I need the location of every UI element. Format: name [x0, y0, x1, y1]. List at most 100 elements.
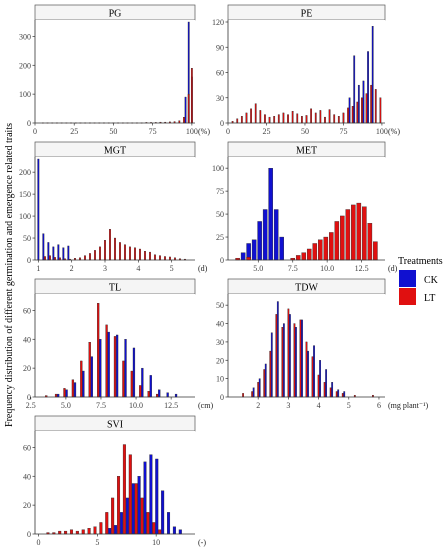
bar-lt — [140, 497, 144, 535]
bar-lt — [75, 530, 79, 535]
bar-ck — [108, 528, 112, 535]
bar-lt — [146, 512, 150, 535]
bar-lt — [149, 251, 151, 261]
x-tick-label: 0 — [37, 538, 41, 547]
bar-ck — [184, 96, 187, 124]
bar-lt — [293, 323, 296, 398]
bar-lt — [152, 522, 156, 535]
legend-swatch-ck — [399, 270, 416, 287]
y-tick-label: 20 — [216, 356, 224, 365]
x-unit-label: (-) — [198, 538, 206, 547]
legend-swatch-lt — [399, 288, 416, 305]
x-unit-label: (d) — [198, 264, 208, 273]
bar-ck — [124, 339, 127, 398]
bar-lt — [317, 239, 323, 261]
bar-lt — [259, 110, 262, 124]
bar-ck — [371, 26, 374, 124]
bar-ck — [178, 529, 182, 535]
bar-lt — [305, 341, 308, 398]
bar-lt — [134, 247, 136, 261]
bar-ck — [37, 158, 40, 261]
bar-lt — [245, 112, 248, 124]
bar-lt — [251, 391, 254, 398]
bar-lt — [84, 255, 86, 261]
x-tick-label: 4 — [136, 264, 140, 273]
bar-ck — [67, 245, 70, 261]
y-tick-label: 60 — [23, 443, 31, 452]
bar-ck — [57, 393, 60, 398]
bar-lt — [250, 108, 252, 124]
bar-ck — [52, 246, 55, 261]
bar-ck — [65, 389, 68, 398]
bar-lt — [282, 112, 285, 124]
y-tick-label: 100 — [212, 164, 224, 173]
bar-lt — [273, 116, 276, 124]
plot-area — [35, 20, 195, 123]
panel-svi: SVI 0 20 40 60 0 5 10 (-) — [23, 415, 206, 547]
bar-ck — [62, 247, 65, 261]
bar-lt — [187, 93, 190, 124]
y-tick-label: 150 — [19, 190, 31, 199]
x-tick-label: 50 — [109, 127, 117, 136]
bar-ck — [107, 331, 110, 398]
x-tick-label: 50 — [301, 127, 309, 136]
bar-ck — [357, 84, 360, 124]
legend: Treatments CK LT — [398, 256, 443, 305]
x-tick-label: 4 — [317, 401, 321, 410]
y-tick-label: 40 — [216, 320, 224, 329]
panel-title: TL — [109, 283, 121, 294]
x-tick-label: 5.0 — [61, 401, 71, 410]
bar-lt — [356, 202, 362, 261]
bar-lt — [333, 114, 336, 124]
panel-title: TDW — [295, 283, 318, 294]
bar-lt — [305, 115, 308, 124]
y-tick-label: 120 — [212, 18, 224, 27]
bar-lt — [134, 483, 138, 535]
bar-lt — [104, 240, 106, 261]
bar-lt — [299, 319, 302, 398]
panel-title: SVI — [107, 420, 123, 431]
bar-lt — [263, 369, 266, 398]
x-tick-label: 75 — [149, 127, 157, 136]
bar-ck — [57, 244, 60, 261]
x-tick-label: 100 — [186, 127, 198, 136]
x-tick-label: 5 — [95, 538, 99, 547]
x-tick-label: 0 — [33, 127, 37, 136]
bar-ck — [276, 301, 279, 398]
bar-lt — [155, 393, 159, 398]
bar-lt — [319, 110, 322, 124]
y-tick-label: 20 — [23, 501, 31, 510]
bar-ck — [155, 458, 159, 535]
bar-ck — [158, 389, 161, 398]
x-tick-label: 5 — [170, 264, 174, 273]
bar-lt — [130, 370, 133, 398]
y-tick-label: 50 — [216, 210, 224, 219]
bar-lt — [306, 248, 312, 261]
bar-ck — [161, 490, 165, 535]
bar-ck — [257, 221, 262, 261]
bar-lt — [347, 107, 349, 124]
x-unit-label: (cm) — [198, 401, 213, 410]
bar-lt — [139, 248, 141, 261]
x-tick-label: 1 — [36, 264, 40, 273]
y-tick-label: 0 — [220, 393, 224, 402]
bar-lt — [93, 526, 97, 535]
bar-ck — [119, 512, 123, 535]
y-tick-label: 10 — [216, 375, 224, 384]
bar-lt — [264, 114, 266, 124]
x-tick-label: 0 — [226, 127, 230, 136]
x-tick-label: 5 — [347, 401, 351, 410]
y-tick-label: 200 — [19, 61, 31, 70]
bar-ck — [319, 360, 321, 398]
x-tick-label: 2 — [70, 264, 74, 273]
panel-title: PE — [301, 9, 313, 20]
y-tick-label: 0 — [220, 119, 224, 128]
bar-lt — [99, 246, 101, 261]
bar-lt — [287, 308, 290, 398]
bar-lt — [159, 255, 161, 261]
bar-lt — [287, 114, 289, 124]
bar-lt — [379, 97, 382, 124]
x-tick-label: 2.5 — [26, 401, 36, 410]
